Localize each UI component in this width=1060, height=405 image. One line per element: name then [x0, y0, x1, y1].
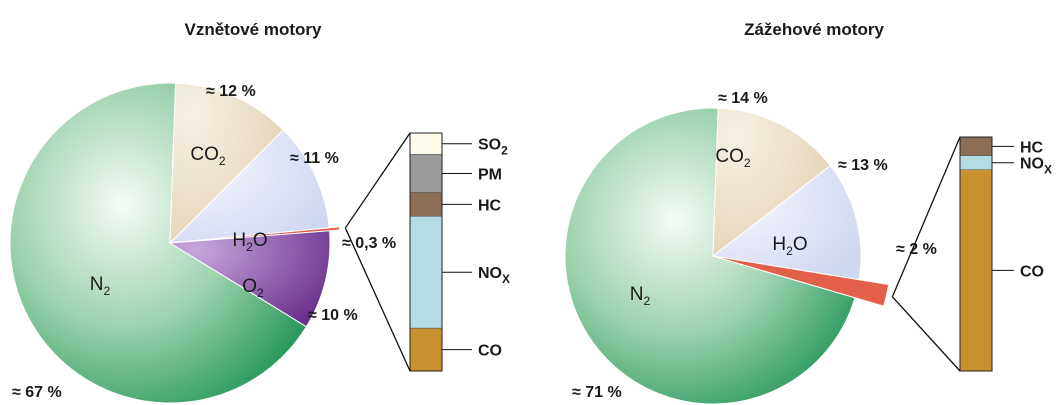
- value-label-n2: ≈ 71 %: [572, 384, 622, 401]
- slice-label-co2: CO2: [715, 146, 751, 170]
- diesel-chart: Vznětové motory SO2 PM HC NOX CO N2 ≈ 67 % CO2 ≈…: [9, 20, 510, 404]
- bar-segment-nox: [409, 216, 443, 329]
- slice-n2: [9, 82, 308, 404]
- value-label-minor: ≈ 0,3 %: [342, 235, 396, 252]
- bar-segment-hc: [409, 192, 443, 217]
- bar-segment-co: [959, 169, 993, 372]
- connector-line-top: [344, 132, 411, 229]
- slice-co2: [169, 82, 284, 245]
- slice-label-n2: N2: [630, 284, 651, 308]
- breakdown-bar: [344, 132, 472, 372]
- bar-segment-co: [409, 327, 443, 372]
- pie: [564, 107, 890, 405]
- bar-outline: [959, 136, 993, 372]
- pie: [9, 82, 341, 404]
- bar-segment-hc: [959, 136, 993, 156]
- connector-line-bottom: [344, 227, 411, 372]
- bar-segment-pm: [409, 154, 443, 193]
- value-label-h2o: ≈ 11 %: [290, 150, 339, 167]
- bar-label-co: CO: [1020, 263, 1044, 280]
- slice-minor: [712, 255, 890, 307]
- connector-line-top: [891, 136, 961, 298]
- slice-co2: [712, 107, 831, 258]
- value-label-n2: ≈ 67 %: [12, 384, 62, 401]
- bar-label-co: CO: [478, 343, 502, 360]
- bar-label-hc: HC: [478, 197, 502, 214]
- bar-label-pm: PM: [478, 166, 502, 183]
- slice-label-co2: CO2: [190, 144, 226, 168]
- chart-title: Zážehové motory: [744, 20, 884, 39]
- value-label-h2o: ≈ 13 %: [838, 157, 888, 174]
- value-label-o2: ≈ 10 %: [308, 307, 358, 324]
- bar-segment-so2: [409, 132, 443, 155]
- bar-outline: [409, 132, 443, 372]
- breakdown-bar: [891, 136, 1014, 372]
- slice-n2: [564, 107, 856, 405]
- slice-h2o: [711, 164, 862, 281]
- value-label-minor: ≈ 2 %: [896, 241, 937, 258]
- bar-label-so2: SO2: [478, 137, 508, 158]
- slice-o2: [168, 230, 331, 328]
- slice-h2o: [168, 129, 330, 244]
- slice-minor: [169, 226, 341, 244]
- bar-label-nox: NOX: [478, 265, 510, 286]
- bar-segment-nox: [959, 155, 993, 171]
- slice-label-h2o: H2O: [232, 230, 267, 254]
- value-label-co2: ≈ 12 %: [206, 83, 256, 100]
- bar-label-nox: NOX: [1020, 156, 1052, 177]
- slice-label-n2: N2: [90, 274, 111, 298]
- value-label-co2: ≈ 14 %: [718, 90, 768, 107]
- labels: SO2 PM HC NOX CO N2 ≈ 67 % CO2 ≈ 12 % H2O ≈ 11 % ≈ …: [12, 83, 510, 401]
- slice-label-h2o: H2O: [772, 234, 807, 258]
- slice-label-o2: O2: [242, 276, 264, 300]
- bar-label-hc: HC: [1020, 139, 1044, 156]
- chart-title: Vznětové motory: [185, 20, 323, 39]
- connector-line-bottom: [891, 296, 961, 372]
